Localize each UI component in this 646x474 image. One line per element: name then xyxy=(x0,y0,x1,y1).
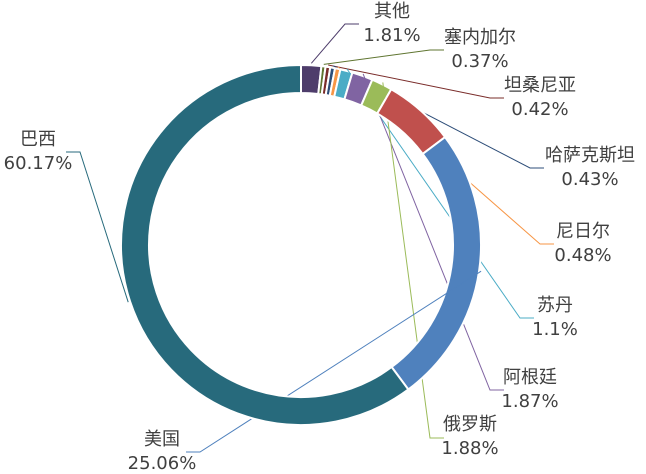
value-label: 1.1% xyxy=(532,319,578,340)
leader-line xyxy=(323,49,444,65)
category-label: 哈萨克斯坦 xyxy=(545,145,635,166)
donut-segment xyxy=(390,135,482,391)
category-label: 苏丹 xyxy=(537,295,573,316)
value-label: 1.81% xyxy=(363,25,420,46)
value-label: 1.87% xyxy=(501,391,558,412)
category-label: 塞内加尔 xyxy=(444,27,516,48)
value-label: 60.17% xyxy=(4,153,73,174)
leader-line xyxy=(362,73,504,391)
category-label: 阿根廷 xyxy=(503,367,557,388)
category-label: 美国 xyxy=(144,429,180,450)
leader-line xyxy=(382,82,444,439)
leader-line xyxy=(186,270,482,453)
category-label: 尼日尔 xyxy=(556,221,610,242)
value-label: 25.06% xyxy=(128,453,197,474)
value-label: 1.88% xyxy=(441,438,498,459)
category-label: 俄罗斯 xyxy=(443,414,497,435)
donut-segment xyxy=(120,63,410,426)
leader-line xyxy=(310,23,359,64)
value-label: 0.43% xyxy=(561,169,618,190)
leader-line xyxy=(346,68,534,319)
value-label: 0.42% xyxy=(511,99,568,120)
value-label: 0.48% xyxy=(554,245,611,266)
value-label: 0.37% xyxy=(451,51,508,72)
category-label: 巴西 xyxy=(20,129,56,150)
leader-line xyxy=(66,151,129,303)
category-label: 其他 xyxy=(374,1,410,22)
category-label: 坦桑尼亚 xyxy=(504,75,576,96)
leader-line xyxy=(328,64,504,99)
